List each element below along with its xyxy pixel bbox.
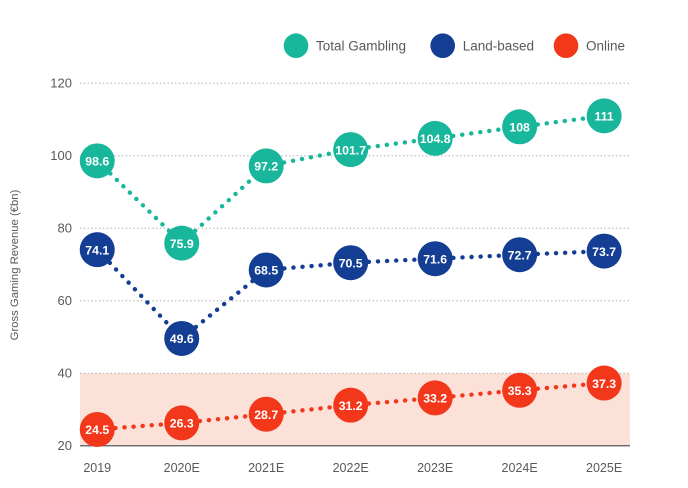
svg-text:2024E: 2024E — [502, 461, 538, 475]
svg-text:80: 80 — [58, 220, 72, 235]
svg-text:73.7: 73.7 — [592, 245, 616, 259]
svg-text:97.2: 97.2 — [254, 160, 278, 174]
svg-text:2022E: 2022E — [333, 461, 369, 475]
svg-text:Online: Online — [586, 39, 625, 54]
svg-text:111: 111 — [595, 110, 614, 124]
svg-text:37.3: 37.3 — [592, 377, 616, 391]
svg-text:74.1: 74.1 — [85, 243, 109, 257]
svg-text:Land-based: Land-based — [463, 39, 534, 54]
svg-text:108: 108 — [509, 120, 530, 134]
svg-text:71.6: 71.6 — [423, 252, 447, 266]
svg-text:72.7: 72.7 — [508, 248, 532, 262]
svg-text:2019: 2019 — [83, 461, 111, 475]
svg-text:68.5: 68.5 — [254, 264, 278, 278]
svg-text:2025E: 2025E — [586, 461, 622, 475]
svg-text:40: 40 — [58, 365, 72, 380]
svg-text:2021E: 2021E — [248, 461, 284, 475]
svg-text:104.8: 104.8 — [420, 132, 451, 146]
svg-text:33.2: 33.2 — [423, 392, 447, 406]
svg-text:26.3: 26.3 — [170, 417, 194, 431]
svg-text:120: 120 — [50, 75, 72, 90]
svg-text:100: 100 — [50, 148, 72, 163]
svg-text:24.5: 24.5 — [85, 423, 109, 437]
svg-text:98.6: 98.6 — [85, 155, 109, 169]
svg-text:20: 20 — [58, 438, 72, 453]
svg-text:35.3: 35.3 — [508, 384, 532, 398]
svg-text:70.5: 70.5 — [339, 256, 363, 270]
svg-text:Gross Gaming Revenue (€bn): Gross Gaming Revenue (€bn) — [9, 189, 21, 340]
svg-text:2020E: 2020E — [164, 461, 200, 475]
svg-text:Total Gambling: Total Gambling — [316, 39, 406, 54]
svg-text:28.7: 28.7 — [254, 408, 278, 422]
svg-text:75.9: 75.9 — [170, 237, 194, 251]
svg-text:60: 60 — [58, 293, 72, 308]
svg-text:2023E: 2023E — [417, 461, 453, 475]
svg-text:101.7: 101.7 — [335, 143, 366, 157]
svg-text:31.2: 31.2 — [339, 399, 363, 413]
svg-text:49.6: 49.6 — [170, 332, 194, 346]
